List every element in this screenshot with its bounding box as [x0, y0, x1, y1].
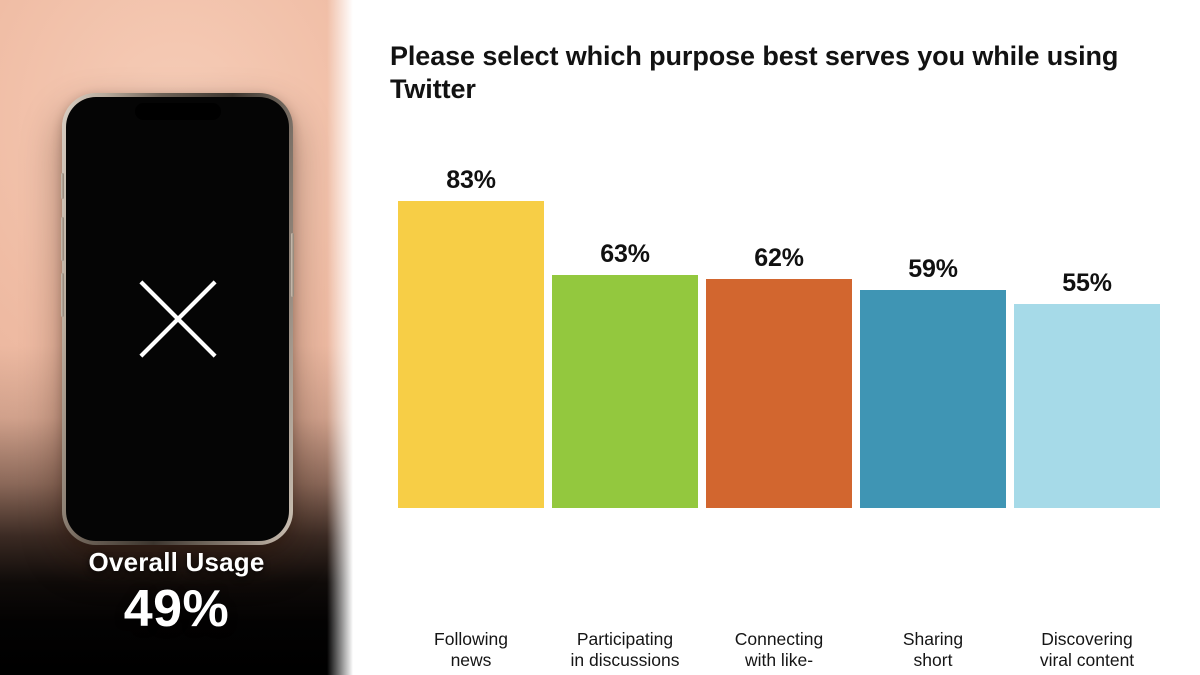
bar-column[interactable]: 63% — [552, 118, 698, 508]
bar-value-label: 62% — [754, 244, 804, 272]
bar-column[interactable]: 62% — [706, 118, 852, 508]
power-button-icon — [291, 233, 294, 297]
chart-title: Please select which purpose best serves … — [390, 41, 1119, 104]
panel-divider — [353, 0, 356, 675]
bar-value-label: 55% — [1062, 269, 1112, 297]
chart-panel: Please select which purpose best serves … — [356, 0, 1200, 675]
bar-rect[interactable] — [1014, 304, 1160, 508]
overall-usage-value: 49% — [123, 579, 230, 638]
category-label: Discovering viral content — [1039, 629, 1135, 671]
silence-switch-icon — [61, 173, 64, 199]
bar-chart-plot-area: 83% Followingnewssources andjournalists 63… — [390, 118, 1190, 675]
phone-screen — [66, 97, 289, 541]
bar-value-label: 59% — [908, 255, 958, 283]
volume-up-button-icon — [61, 217, 64, 261]
smartphone-mockup — [61, 93, 294, 545]
overall-usage-label: Overall Usage — [88, 547, 265, 578]
bar-column[interactable]: 59% — [860, 118, 1006, 508]
phone-notch — [134, 103, 221, 120]
bar-column[interactable]: 55% — [1014, 118, 1160, 508]
left-hero-panel: Overall Usage 49% — [0, 0, 353, 675]
volume-down-button-icon — [61, 273, 64, 317]
bar-column[interactable]: 83% — [398, 118, 544, 508]
overall-usage-block: Overall Usage 49% — [0, 548, 353, 637]
category-label: Followingnewssources andjournalists — [423, 629, 518, 675]
bar-rect[interactable] — [552, 275, 698, 508]
x-twitter-logo-icon — [138, 280, 217, 358]
category-label: Sharingshortupdates andthoughts — [885, 629, 981, 675]
bar-rect[interactable] — [706, 279, 852, 508]
panel-edge-fade — [327, 0, 353, 675]
bar-rect[interactable] — [398, 201, 544, 508]
bar-rect[interactable] — [860, 290, 1006, 508]
bar-value-label: 63% — [600, 240, 650, 268]
bar-value-label: 83% — [446, 166, 496, 194]
